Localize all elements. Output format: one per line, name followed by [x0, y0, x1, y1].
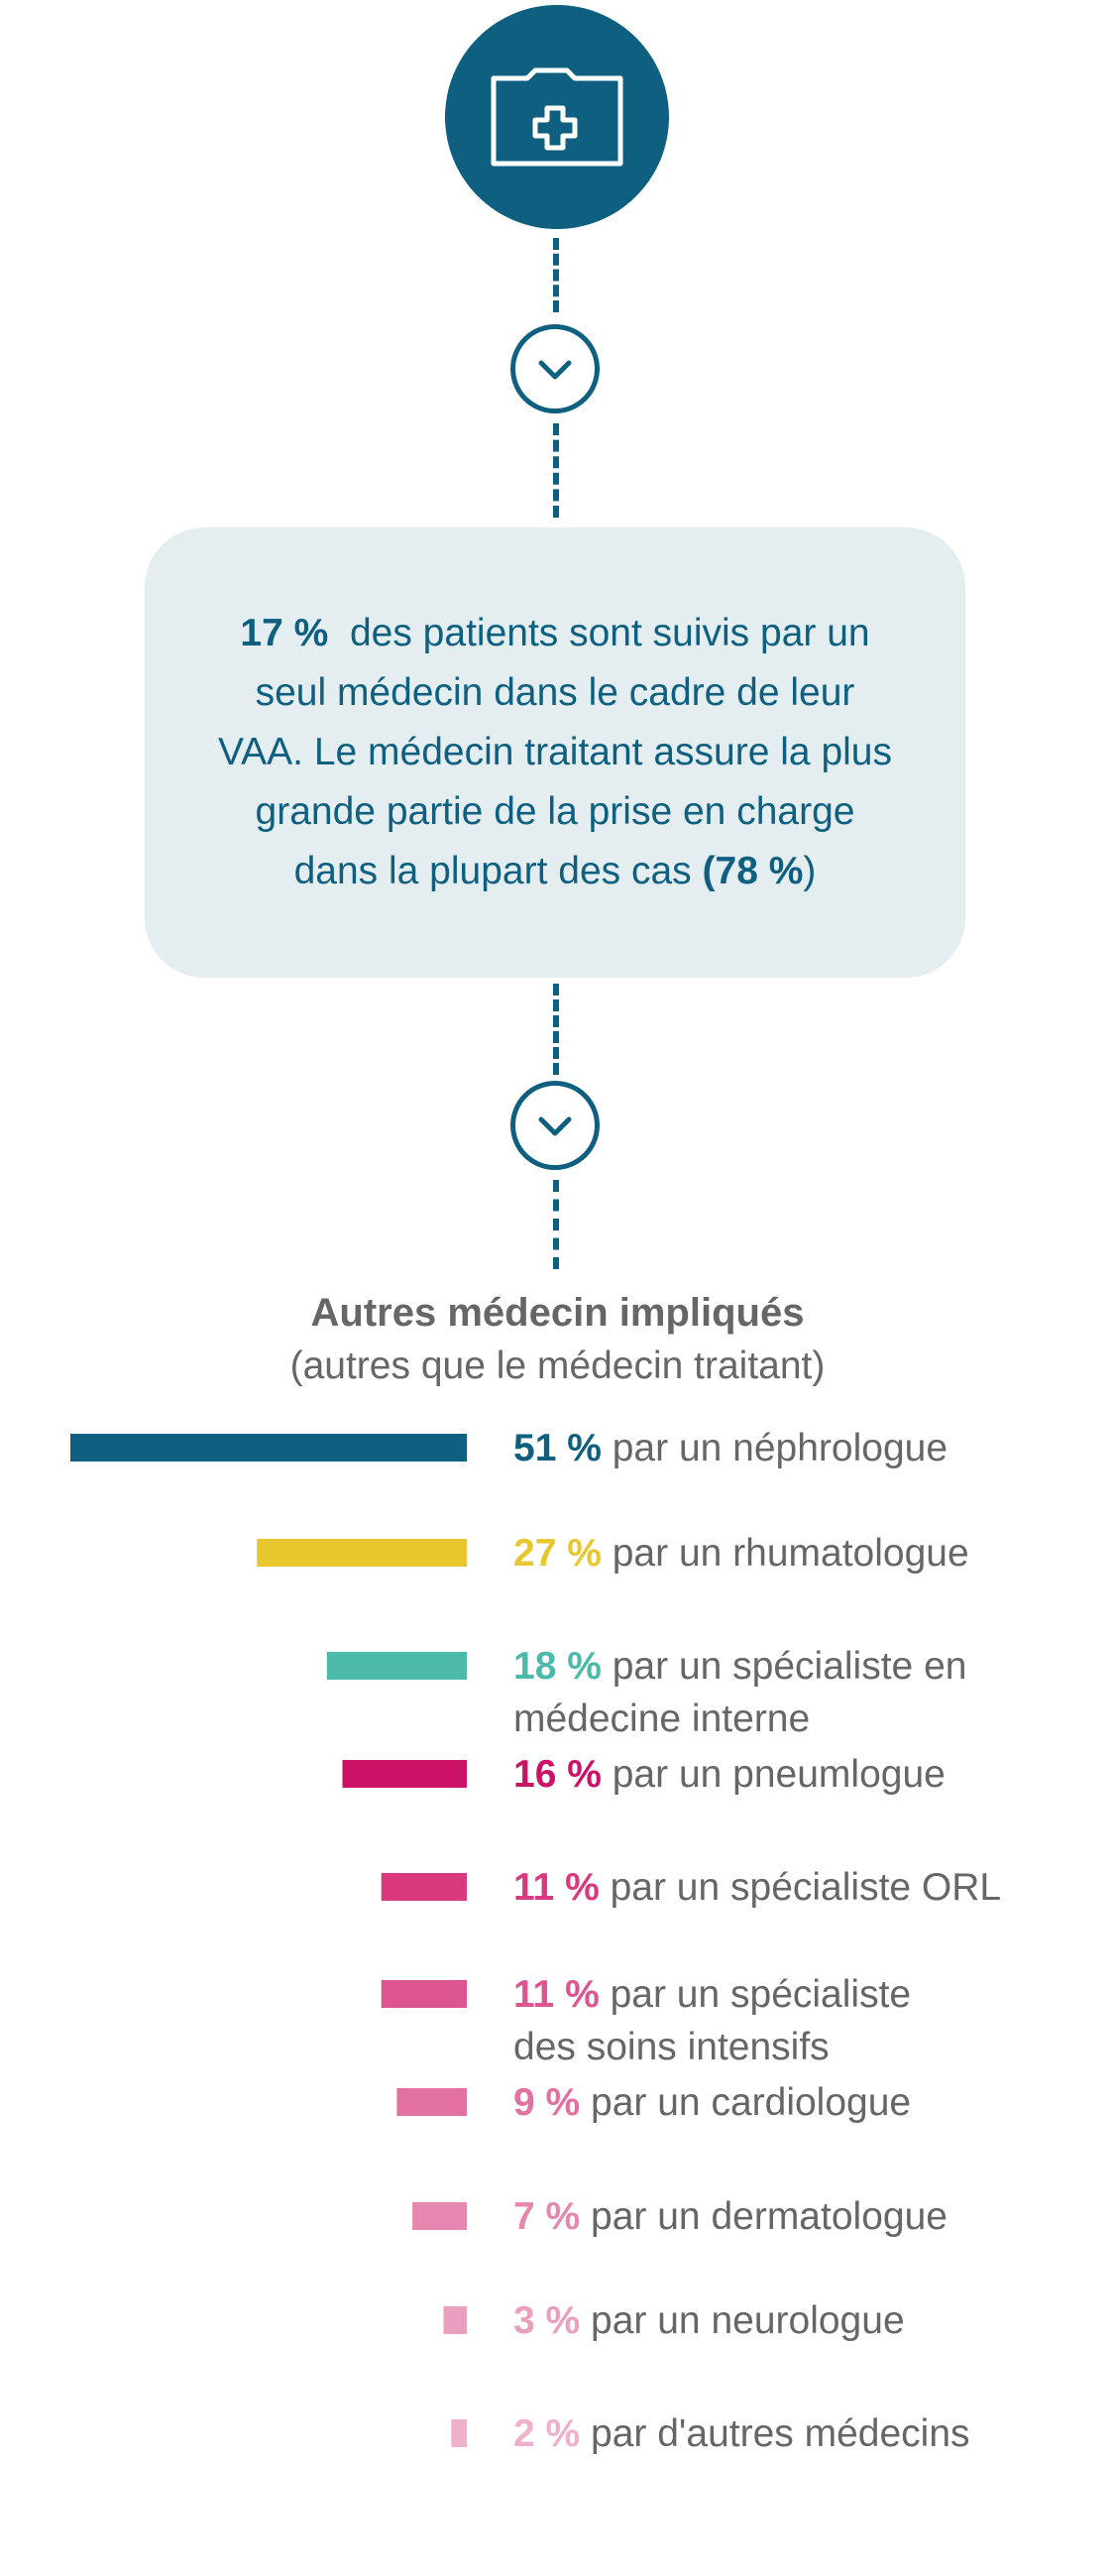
bar: [342, 1760, 467, 1788]
bar-category-label: par d'autres médecins: [580, 2412, 970, 2455]
bar-label: 7 % par un dermatologue: [513, 2190, 1098, 2243]
bar-label: 3 % par un neurologue: [513, 2294, 1098, 2347]
bar-category-label: par un néphrologue: [601, 1427, 948, 1469]
chevron-down-icon: [510, 324, 600, 413]
bar-label: 18 % par un spécialiste en médecine inter…: [513, 1640, 1098, 1745]
bar: [381, 1873, 467, 1901]
bar-category-label: par un spécialiste: [599, 1973, 912, 2016]
bar-category-label: par un spécialiste ORL: [599, 1866, 1002, 1909]
info-pct2: (78 %: [702, 850, 804, 892]
bar: [451, 2419, 467, 2447]
connector-line: [553, 238, 559, 312]
info-pct: 17 %: [240, 612, 329, 654]
connector-line: [553, 984, 559, 1075]
bar-label: 51 % par un néphrologue: [513, 1422, 1098, 1474]
info-body: des patients sont suivis par un seul méd…: [218, 612, 892, 892]
bar: [326, 1652, 467, 1680]
bar-category-label-line2: des soins intensifs: [513, 2026, 830, 2068]
bar-label: 2 % par d'autres médecins: [513, 2407, 1098, 2460]
connector-line: [553, 423, 559, 518]
bar-value-label: 3 %: [513, 2299, 581, 2342]
chart-subtitle: (autres que le médecin traitant): [289, 1345, 826, 1387]
chart-title: Autres médecin impliqués: [310, 1291, 805, 1335]
bar-category-label: par un rhumatologue: [601, 1532, 969, 1575]
bar-value-label: 2 %: [513, 2412, 581, 2455]
bar-category-label-line2: médecine interne: [513, 1698, 811, 1740]
bar-label: 16 % par un pneumlogue: [513, 1748, 1098, 1801]
info-closing: ): [803, 850, 817, 892]
bar-label: 27 % par un rhumatologue: [513, 1527, 1098, 1580]
bar-value-label: 51 %: [513, 1427, 602, 1469]
info-text: 17 % des patients sont suivis par un seu…: [214, 604, 896, 901]
bar-value-label: 7 %: [513, 2195, 581, 2238]
bar: [381, 1980, 467, 2008]
bar: [70, 1434, 467, 1462]
info-box: 17 % des patients sont suivis par un seu…: [145, 527, 965, 978]
bar-category-label: par un pneumlogue: [601, 1753, 946, 1796]
chevron-down-icon: [510, 1081, 600, 1170]
bar-value-label: 11 %: [513, 1866, 600, 1909]
bar-category-label: par un neurologue: [580, 2299, 905, 2342]
bar: [396, 2088, 467, 2116]
bar-value-label: 11 %: [513, 1973, 600, 2016]
bar-category-label: par un dermatologue: [580, 2195, 948, 2238]
bar: [443, 2306, 467, 2334]
bar-label: 11 % par un spécialiste ORL: [513, 1861, 1098, 1914]
bar: [412, 2202, 467, 2230]
bar-label: 9 % par un cardiologue: [513, 2076, 1098, 2129]
connector-line: [553, 1180, 559, 1269]
bar-label: 11 % par un spécialiste des soins intensi…: [513, 1968, 1098, 2073]
bar-value-label: 27 %: [513, 1532, 602, 1575]
bar-category-label: par un spécialiste en: [601, 1645, 967, 1688]
bar: [257, 1539, 467, 1567]
bar-value-label: 18 %: [513, 1645, 602, 1688]
medical-folder-icon: [445, 5, 669, 229]
bar-category-label: par un cardiologue: [580, 2081, 912, 2124]
bar-value-label: 16 %: [513, 1753, 602, 1796]
bar-value-label: 9 %: [513, 2081, 581, 2124]
